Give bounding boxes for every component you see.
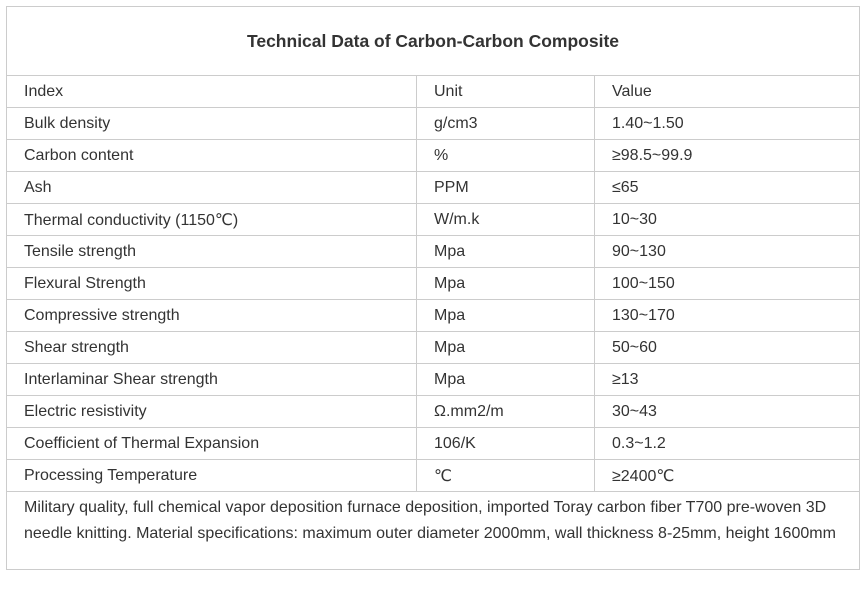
row-index-cell: Ash (6, 171, 417, 204)
technical-data-table: Technical Data of Carbon-Carbon Composit… (6, 6, 860, 570)
row-value-cell: 30~43 (594, 395, 860, 428)
table-note-row: Military quality, full chemical vapor de… (6, 491, 860, 570)
row-unit-cell: 106/K (416, 427, 595, 460)
row-unit-cell: PPM (416, 171, 595, 204)
table-row: Shear strength Mpa 50~60 (6, 331, 860, 364)
row-index-cell: Processing Temperature (6, 459, 417, 492)
row-unit-cell: Ω.mm2/m (416, 395, 595, 428)
table-note: Military quality, full chemical vapor de… (6, 491, 860, 570)
table-header-row: Index Unit Value (6, 75, 860, 108)
table-row: Thermal conductivity (1150℃) W/m.k 10~30 (6, 203, 860, 236)
row-index-cell: Interlaminar Shear strength (6, 363, 417, 396)
row-unit-cell: Mpa (416, 331, 595, 364)
table-row: Electric resistivity Ω.mm2/m 30~43 (6, 395, 860, 428)
row-index-cell: Bulk density (6, 107, 417, 140)
row-index-cell: Tensile strength (6, 235, 417, 268)
row-index-cell: Coefficient of Thermal Expansion (6, 427, 417, 460)
table-row: Flexural Strength Mpa 100~150 (6, 267, 860, 300)
row-index-cell: Carbon content (6, 139, 417, 172)
table-row: Interlaminar Shear strength Mpa ≥13 (6, 363, 860, 396)
row-unit-cell: Mpa (416, 267, 595, 300)
table-row: Processing Temperature ℃ ≥2400℃ (6, 459, 860, 492)
column-header-index: Index (6, 75, 417, 108)
row-value-cell: 130~170 (594, 299, 860, 332)
row-unit-cell: % (416, 139, 595, 172)
table-row: Bulk density g/cm3 1.40~1.50 (6, 107, 860, 140)
row-value-cell: 0.3~1.2 (594, 427, 860, 460)
row-value-cell: 10~30 (594, 203, 860, 236)
row-value-cell: ≥2400℃ (594, 459, 860, 492)
table-row: Carbon content % ≥98.5~99.9 (6, 139, 860, 172)
table-body: Technical Data of Carbon-Carbon Composit… (6, 6, 860, 570)
row-value-cell: 90~130 (594, 235, 860, 268)
row-value-cell: 50~60 (594, 331, 860, 364)
row-index-cell: Shear strength (6, 331, 417, 364)
column-header-value: Value (594, 75, 860, 108)
row-value-cell: ≥98.5~99.9 (594, 139, 860, 172)
column-header-unit: Unit (416, 75, 595, 108)
row-unit-cell: ℃ (416, 459, 595, 492)
table-row: Coefficient of Thermal Expansion 106/K 0… (6, 427, 860, 460)
table-row: Ash PPM ≤65 (6, 171, 860, 204)
table-title-row: Technical Data of Carbon-Carbon Composit… (6, 6, 860, 76)
row-value-cell: ≤65 (594, 171, 860, 204)
row-value-cell: 100~150 (594, 267, 860, 300)
row-unit-cell: W/m.k (416, 203, 595, 236)
row-index-cell: Thermal conductivity (1150℃) (6, 203, 417, 236)
table-row: Compressive strength Mpa 130~170 (6, 299, 860, 332)
table-row: Tensile strength Mpa 90~130 (6, 235, 860, 268)
row-unit-cell: Mpa (416, 299, 595, 332)
row-value-cell: 1.40~1.50 (594, 107, 860, 140)
table-title: Technical Data of Carbon-Carbon Composit… (6, 6, 860, 76)
row-value-cell: ≥13 (594, 363, 860, 396)
row-unit-cell: g/cm3 (416, 107, 595, 140)
row-index-cell: Electric resistivity (6, 395, 417, 428)
row-unit-cell: Mpa (416, 235, 595, 268)
row-index-cell: Flexural Strength (6, 267, 417, 300)
row-unit-cell: Mpa (416, 363, 595, 396)
row-index-cell: Compressive strength (6, 299, 417, 332)
